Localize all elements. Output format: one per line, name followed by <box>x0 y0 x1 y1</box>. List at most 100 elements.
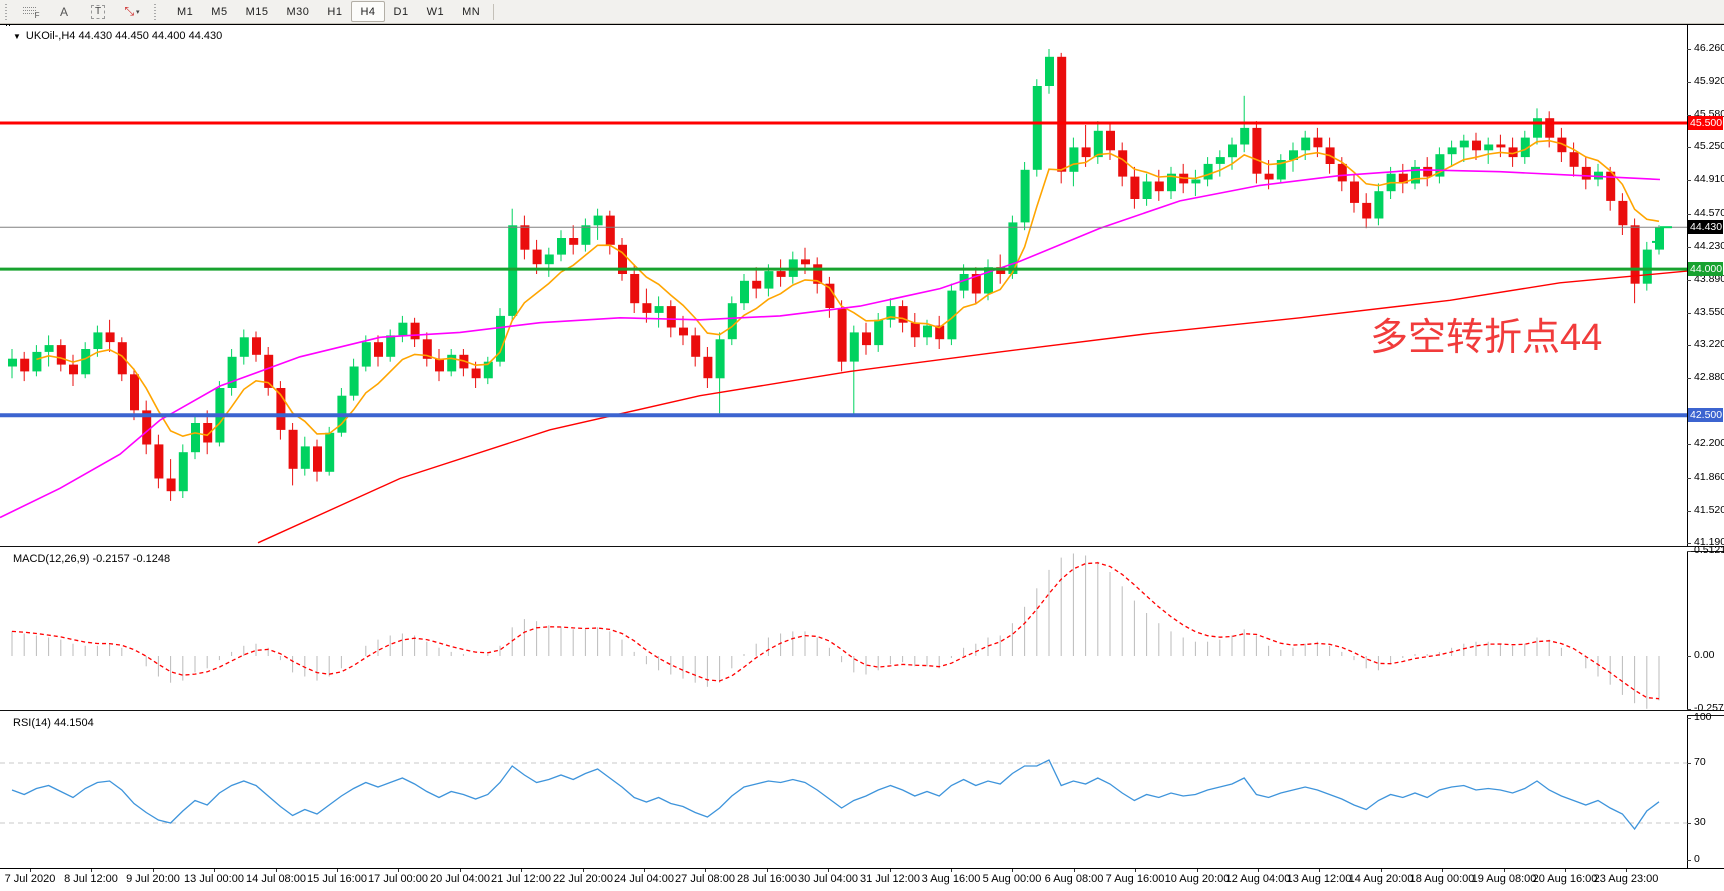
text-label-icon: T <box>90 4 106 19</box>
symbol-ohlc-label[interactable]: ▼ UKOil-,H4 44.430 44.450 44.400 44.430 <box>13 30 222 42</box>
date-tick <box>214 869 215 872</box>
date-label: 15 Jul 16:00 <box>307 873 367 885</box>
date-axis[interactable]: 7 Jul 2020 8 Jul 12:00 9 Jul 20:00 13 Jul 0… <box>0 869 1724 891</box>
macd-tick-label: 0.5121 <box>1694 544 1724 556</box>
chart-annotation-text: 多空转折点44 <box>1370 317 1603 359</box>
price-badge-44.000: 44.000 <box>1688 262 1723 276</box>
fibonacci-tool-button[interactable]: F <box>13 1 47 22</box>
macd-pane[interactable]: MACD(12,26,9) -0.2157 -0.1248 <box>0 550 1687 710</box>
toolbar-drag-handle[interactable] <box>153 3 158 20</box>
font-tool-button[interactable]: A <box>47 1 81 22</box>
toolbar-drag-handle[interactable] <box>4 3 9 20</box>
price-tick-label: 43.220 <box>1694 338 1724 350</box>
chevron-down-icon: ▾ <box>136 8 140 16</box>
date-tick <box>1504 869 1505 872</box>
price-badge-45.500: 45.500 <box>1688 116 1723 130</box>
axis-tick <box>1687 180 1691 181</box>
date-tick <box>398 869 399 872</box>
price-tick-label: 44.570 <box>1694 207 1724 219</box>
date-tick <box>1258 869 1259 872</box>
date-tick <box>30 869 31 872</box>
price-tick-label: 45.250 <box>1694 140 1724 152</box>
date-label: 23 Aug 23:00 <box>1593 873 1659 885</box>
date-label: 31 Jul 12:00 <box>860 873 920 885</box>
date-label: 13 Jul 00:00 <box>184 873 244 885</box>
date-tick <box>1381 869 1382 872</box>
chart-dropdown-icon: ▼ <box>13 31 21 41</box>
axis-tick <box>1687 313 1691 314</box>
date-label: 20 Jul 04:00 <box>430 873 490 885</box>
axis-tick <box>1687 115 1691 116</box>
date-tick <box>583 869 584 872</box>
axis-tick <box>1687 378 1691 379</box>
rsi-tick-label: 30 <box>1694 816 1706 828</box>
date-tick <box>1319 869 1320 872</box>
timeframe-button-M5[interactable]: M5 <box>211 5 228 18</box>
date-label: 14 Jul 08:00 <box>246 873 306 885</box>
date-label: 27 Jul 08:00 <box>675 873 735 885</box>
date-tick <box>1074 869 1075 872</box>
timeframe-button-MN[interactable]: MN <box>462 5 481 18</box>
date-tick <box>1135 869 1136 872</box>
date-tick <box>828 869 829 872</box>
candlestick-chart[interactable] <box>0 26 1687 546</box>
date-tick <box>1012 869 1013 872</box>
date-label: 7 Aug 16:00 <box>1105 873 1165 885</box>
price-tick-label: 45.920 <box>1694 75 1724 87</box>
price-axis-border <box>1687 24 1688 869</box>
price-axis[interactable]: 46.260 45.920 45.580 45.250 44.910 44.570 44.2… <box>1687 24 1724 868</box>
date-label: 14 Aug 20:00 <box>1348 873 1414 885</box>
date-label: 21 Jul 12:00 <box>491 873 551 885</box>
rsi-label: RSI(14) 44.1504 <box>13 717 94 729</box>
date-axis-border <box>0 868 1724 869</box>
axis-tick <box>1687 82 1691 83</box>
rsi-pane[interactable]: RSI(14) 44.1504 <box>0 714 1687 868</box>
date-tick <box>460 869 461 872</box>
price-tick-label: 42.880 <box>1694 371 1724 383</box>
date-tick <box>521 869 522 872</box>
date-label: 19 Aug 08:00 <box>1471 873 1537 885</box>
date-label: 10 Aug 20:00 <box>1164 873 1230 885</box>
axis-tick <box>1687 823 1691 824</box>
date-tick <box>1626 869 1627 872</box>
axis-tick <box>1687 511 1691 512</box>
price-tick-label: 44.910 <box>1694 173 1724 185</box>
axis-tick <box>1687 214 1691 215</box>
timeframe-button-M15[interactable]: M15 <box>245 5 269 18</box>
timeframe-button-H1[interactable]: H1 <box>327 5 343 18</box>
date-tick <box>1442 869 1443 872</box>
date-tick <box>644 869 645 872</box>
font-a-icon: A <box>59 4 68 19</box>
axis-tick <box>1687 860 1691 861</box>
date-label: 7 Jul 2020 <box>4 873 56 885</box>
main-chart-pane[interactable]: ▼ UKOil-,H4 44.430 44.450 44.400 44.430 … <box>0 26 1687 546</box>
axis-tick <box>1687 709 1691 710</box>
arrow-icon: ⤡ <box>124 4 135 18</box>
timeframe-button-W1[interactable]: W1 <box>426 5 445 18</box>
text-label-tool-button[interactable]: T <box>81 1 115 22</box>
axis-tick <box>1687 444 1691 445</box>
arrow-tool-button[interactable]: ⤡ ▾ <box>115 1 149 22</box>
toolbar-separator <box>493 3 495 20</box>
date-tick <box>951 869 952 872</box>
axis-tick <box>1687 147 1691 148</box>
timeframe-button-D1[interactable]: D1 <box>393 5 409 18</box>
timeframe-button-M30[interactable]: M30 <box>286 5 310 18</box>
timeframe-button-M1[interactable]: M1 <box>177 5 194 18</box>
timeframe-button-H4[interactable]: H4 <box>351 1 385 22</box>
macd-chart <box>11 553 1660 709</box>
date-label: 22 Jul 20:00 <box>553 873 613 885</box>
rsi-tick-label: 0 <box>1694 853 1700 865</box>
price-tick-label: 43.890 <box>1694 273 1724 285</box>
date-tick <box>276 869 277 872</box>
date-label: 6 Aug 08:00 <box>1044 873 1104 885</box>
price-tick-label: 43.550 <box>1694 306 1724 318</box>
macd-tick-label: 0.00 <box>1694 649 1715 661</box>
date-label: 28 Jul 16:00 <box>737 873 797 885</box>
date-label: 20 Aug 16:00 <box>1532 873 1598 885</box>
date-tick <box>890 869 891 872</box>
chart-top-border <box>0 24 1724 25</box>
macd-tick-label: -0.2578 <box>1694 702 1724 714</box>
date-label: 17 Jul 00:00 <box>368 873 428 885</box>
